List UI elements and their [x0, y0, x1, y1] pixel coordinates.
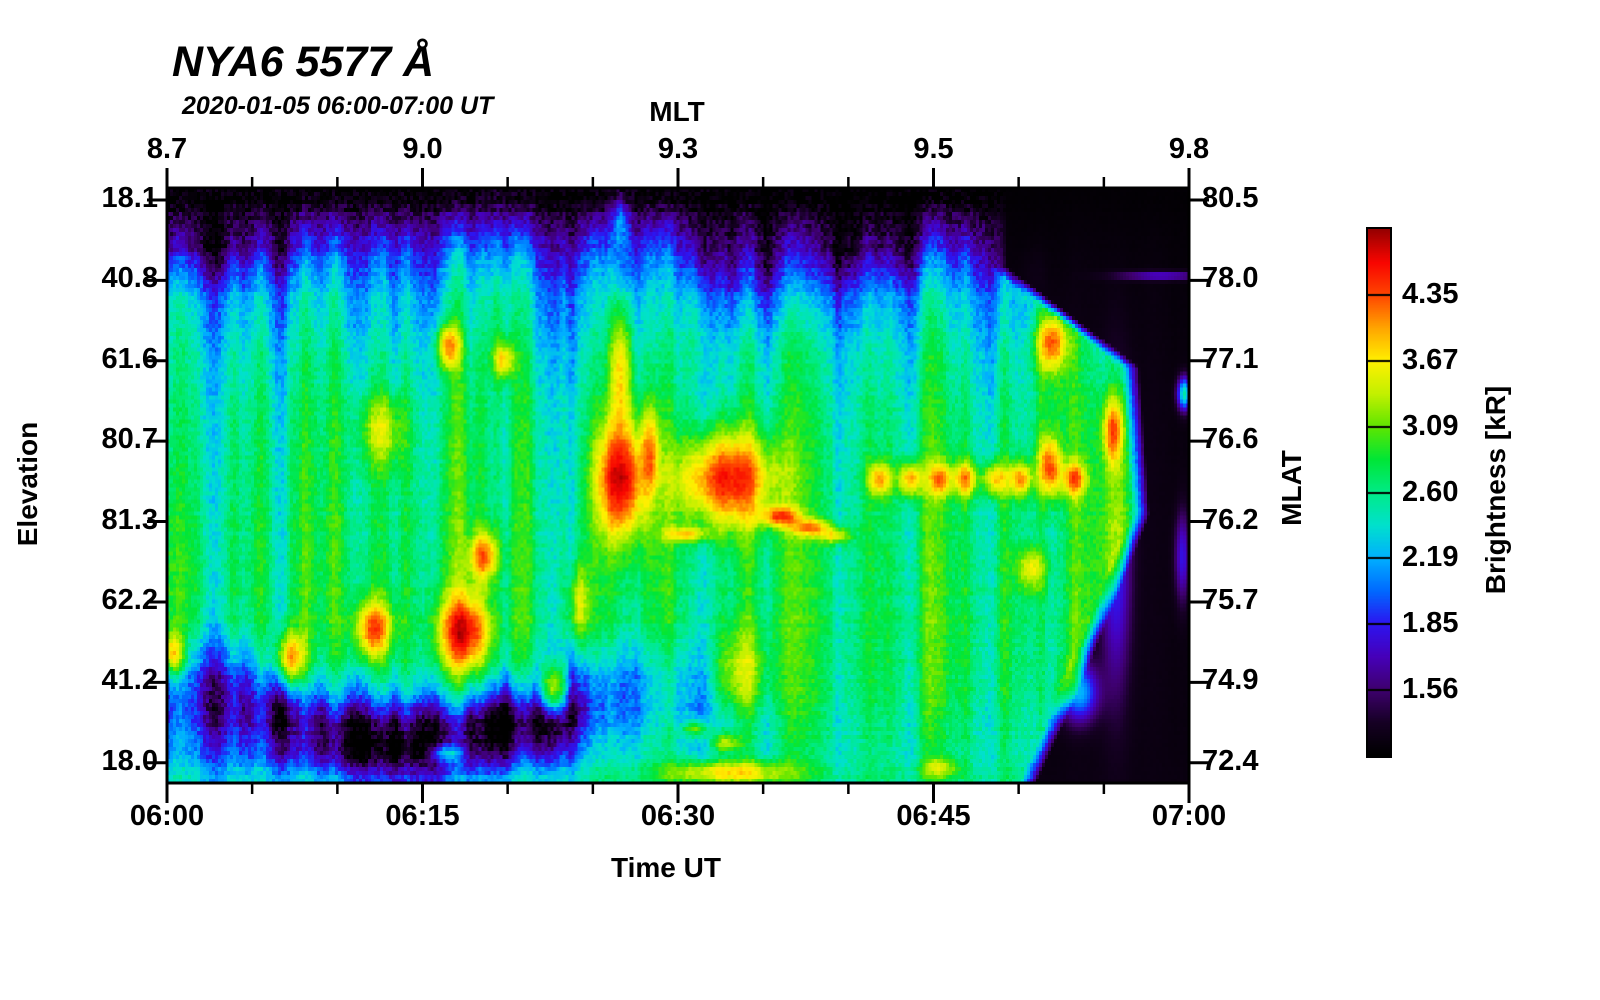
colorbar-tick-label: 2.19 [1402, 541, 1459, 574]
right-tick-label: 75.7 [1202, 583, 1259, 616]
bottom-tick-label: 07:00 [1151, 800, 1227, 832]
bottom-tick-label: 06:15 [385, 800, 460, 832]
bottom-tick-label: 06:45 [896, 800, 971, 832]
top-tick-label: 9.8 [1168, 133, 1210, 165]
bottom-axis-label: Time UT [611, 852, 721, 883]
left-tick-label: 62.2 [101, 583, 158, 616]
page-title: NYA6 5577 Å [172, 38, 435, 86]
bottom-tick-label: 06:30 [640, 800, 716, 832]
left-tick-label: 61.6 [101, 342, 158, 375]
bottom-tick-label: 06:00 [129, 800, 205, 832]
right-axis-label: MLAT [1276, 450, 1307, 526]
colorbar-label: Brightness [kR] [1480, 385, 1511, 595]
colorbar-tick-label: 3.67 [1402, 343, 1459, 376]
top-tick-label: 9.5 [913, 133, 954, 165]
right-tick-label: 76.6 [1202, 423, 1259, 456]
right-tick-label: 80.5 [1202, 182, 1259, 215]
colorbar-tick-label: 3.09 [1402, 409, 1459, 442]
left-tick-label: 18.1 [101, 182, 158, 215]
right-tick-label: 77.1 [1202, 342, 1259, 375]
right-tick-label: 78.0 [1202, 262, 1259, 295]
left-tick-label: 80.7 [101, 423, 158, 456]
right-tick-label: 76.2 [1202, 503, 1259, 536]
colorbar-tick-label: 1.56 [1402, 673, 1459, 706]
left-tick-label: 40.8 [101, 262, 158, 295]
top-tick-label: 9.3 [657, 133, 699, 165]
top-axis-label: MLT [649, 96, 705, 127]
subtitle: 2020-01-05 06:00-07:00 UT [182, 92, 494, 120]
colorbar [1366, 227, 1392, 758]
top-tick-label: 8.7 [146, 133, 188, 165]
top-tick-label: 9.0 [402, 133, 443, 165]
left-tick-label: 41.2 [101, 664, 158, 697]
colorbar-tick-label: 4.35 [1402, 277, 1459, 310]
right-tick-label: 74.9 [1202, 664, 1259, 697]
right-tick-label: 72.4 [1202, 744, 1259, 777]
left-tick-label: 18.0 [101, 744, 158, 777]
keogram-heatmap [167, 188, 1189, 783]
colorbar-tick-label: 1.85 [1402, 607, 1459, 640]
colorbar-tick-label: 2.60 [1402, 475, 1459, 508]
left-tick-label: 81.3 [101, 503, 158, 536]
